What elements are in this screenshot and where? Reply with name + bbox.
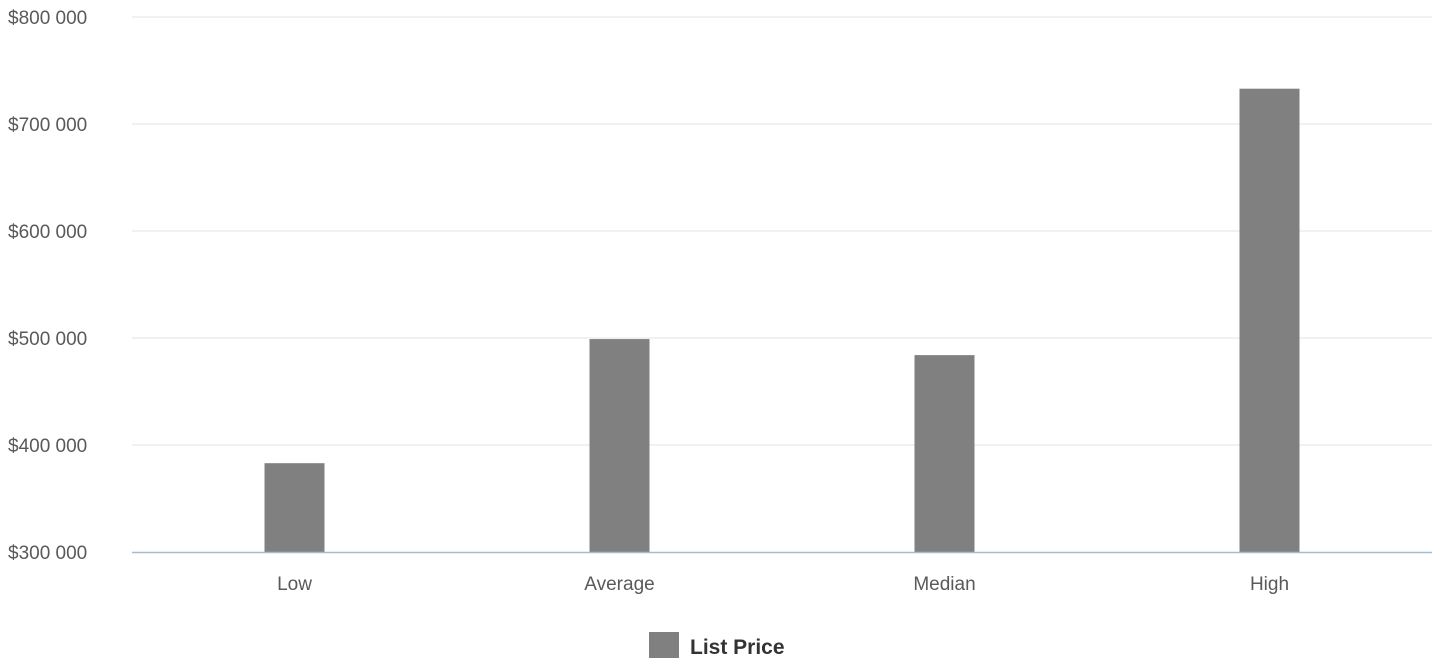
y-tick-label: $700 000 — [8, 115, 87, 136]
bar-average — [589, 339, 650, 552]
y-axis-tick-labels: $300 000 $400 000 $500 000 $600 000 $700 000… — [8, 8, 87, 564]
grid-lines — [132, 16, 1432, 446]
y-tick-label: $800 000 — [8, 8, 87, 29]
y-tick-label: $500 000 — [8, 329, 87, 350]
bar-high — [1239, 88, 1300, 552]
y-tick-label: $600 000 — [8, 222, 87, 243]
y-tick-label: $400 000 — [8, 436, 87, 457]
legend-label: List Price — [690, 636, 785, 659]
legend: List Price — [649, 632, 785, 659]
x-category-label: High — [1250, 574, 1289, 595]
bars — [264, 88, 1300, 552]
bar-low — [264, 463, 325, 552]
x-category-label: Average — [584, 574, 654, 595]
x-category-label: Low — [277, 574, 312, 595]
x-category-label: Median — [913, 574, 975, 595]
legend-swatch — [649, 632, 679, 658]
y-tick-label: $300 000 — [8, 543, 87, 564]
x-axis-category-labels: Low Average Median High — [277, 574, 1289, 595]
bar-median — [914, 355, 975, 552]
